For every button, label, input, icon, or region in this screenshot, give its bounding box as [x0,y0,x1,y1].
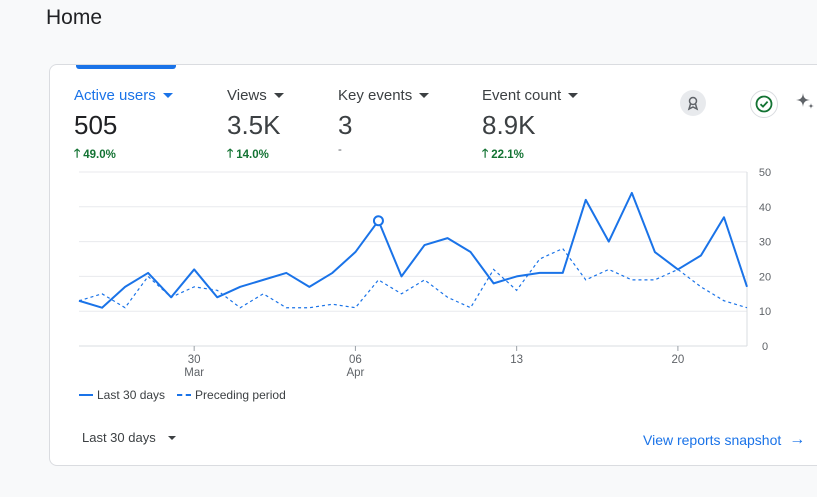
metric-change: 🡑 14.0% [227,144,284,165]
snapshot-link-label: View reports snapshot [643,432,782,448]
arrow-right-icon: → [789,431,806,448]
metric-value: 3 [338,110,353,140]
check-circle-icon[interactable] [750,90,778,118]
x-tick-label: 20 [671,354,684,366]
x-tick-label: 13 [510,354,523,366]
chevron-down-icon [568,93,579,98]
x-tick-sublabel: Apr [346,367,364,379]
legend-swatch-solid [79,394,93,396]
chevron-down-icon [162,93,173,98]
metric-value: 3.5K [227,110,281,140]
metric-label: Views [227,87,267,104]
chevron-down-icon [167,435,176,440]
arrow-up-icon: 🡑 [482,146,489,160]
active-tab-indicator [76,65,176,69]
metric-value: 8.9K [482,110,536,140]
metric-tab-event-count[interactable]: Event count 8.9K 🡑 22.1% [482,87,579,165]
chevron-down-icon [273,93,284,98]
legend-item-last-30-days: Last 30 days [79,388,165,402]
y-tick-label: 30 [759,237,771,249]
metric-change: 🡑 22.1% [482,144,578,165]
arrow-up-icon: 🡑 [74,146,81,160]
insights-badge-icon[interactable] [680,90,706,116]
x-tick-sublabel: Mar [184,367,204,379]
metric-tab-key-events[interactable]: Key events 3 - [338,87,430,156]
page-title: Home [46,6,103,29]
date-range-select[interactable]: Last 30 days [82,430,176,445]
metric-label: Event count [482,87,562,104]
y-tick-label: 0 [762,341,768,353]
sparkle-icon[interactable] [792,89,817,115]
series-line-last-30-days [78,191,748,309]
legend-item-preceding-period: Preceding period [177,388,286,402]
overview-card: Active users 505 🡑 49.0% Views 3.5K 🡑 14.0… [49,64,817,466]
date-range-label: Last 30 days [82,430,156,445]
series-line-preceding-period [78,247,748,309]
metric-label: Key events [338,87,413,104]
metric-change: - [338,144,342,156]
x-tick-label: 30 [188,354,201,366]
y-tick-label: 50 [759,167,771,179]
metric-tab-active-users[interactable]: Active users 505 🡑 49.0% [74,87,173,165]
chevron-down-icon [419,93,430,98]
arrow-up-icon: 🡑 [227,146,234,160]
metric-value: 505 [74,110,118,140]
y-tick-label: 40 [759,202,771,214]
metric-label: Active users [74,87,156,104]
y-tick-label: 20 [759,271,771,283]
metric-tab-views[interactable]: Views 3.5K 🡑 14.0% [227,87,284,165]
view-reports-snapshot-link[interactable]: View reports snapshot → [643,431,805,449]
highlight-point [372,215,384,227]
x-tick-label: 06 [349,354,362,366]
chart-legend: Last 30 days Preceding period [79,388,298,402]
metric-change: 🡑 49.0% [74,144,173,165]
y-tick-label: 10 [759,306,771,318]
legend-swatch-dashed [177,394,192,396]
